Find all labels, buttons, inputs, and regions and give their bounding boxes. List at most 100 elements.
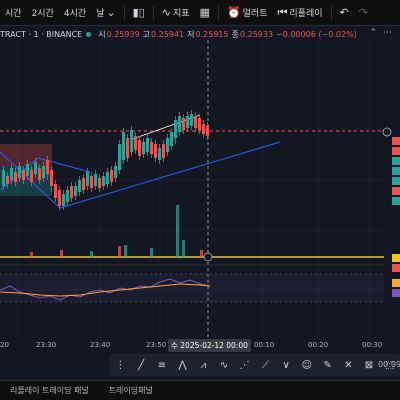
candle-body <box>198 118 201 130</box>
candle-body <box>162 144 165 158</box>
interval-4h-label: 4시간 <box>63 9 87 19</box>
candle-body <box>158 148 161 160</box>
emoji-icon[interactable]: ☺ <box>301 359 313 371</box>
wave-icon[interactable]: ⩘ <box>200 359 207 371</box>
volume-bar <box>176 205 179 257</box>
chevron-up-icon[interactable]: ⌃ <box>369 28 377 38</box>
chart-grid <box>0 40 384 338</box>
interval-day-button[interactable]: 날 ⌄ <box>91 6 121 19</box>
drawing-toolbar: ⋮ ╱ ≡ ⋀ ⩘ ∿ ⋰ ⟋ ∨ ☺ ✎ ✕ ⊠ ⬚ <box>110 354 400 376</box>
price-tag-red <box>392 147 400 155</box>
undo-button[interactable]: ↶ <box>335 6 354 19</box>
price-tag-red <box>392 187 400 195</box>
candle-body <box>110 170 113 182</box>
more-icon[interactable]: ⋯ <box>383 28 392 38</box>
candle-body <box>150 142 153 154</box>
brush-icon[interactable]: ✎ <box>323 359 332 371</box>
replay-icon: ⏮ <box>277 5 288 19</box>
trendline-channel[interactable] <box>129 114 201 141</box>
zoom-icon[interactable]: ∨ <box>282 359 290 371</box>
candle-body <box>146 138 149 152</box>
templates-button[interactable]: ▦ <box>195 6 215 19</box>
volume-bar <box>60 250 63 257</box>
candle-body <box>66 190 69 202</box>
volume-series <box>30 205 203 257</box>
low-value: 0.25915 <box>195 29 229 39</box>
grid-icon: ▦ <box>199 6 210 19</box>
candle-body <box>38 168 41 180</box>
toolbar-divider <box>123 5 125 20</box>
bottom-panel-tabs: 리플레이 트레이딩 패널 트레이딩패널 <box>0 380 400 400</box>
interval-2h-button[interactable]: 2시간 <box>27 6 59 19</box>
candle-body <box>18 166 21 178</box>
pattern-icon[interactable]: ⋀ <box>178 359 187 371</box>
tab-trading-panel[interactable]: 트레이딩패널 <box>108 386 153 395</box>
replay-button[interactable]: ⏮ 리플레이 <box>273 6 328 20</box>
interval-1h-button[interactable]: 시간 <box>0 6 27 19</box>
toolbar-divider <box>152 5 154 20</box>
candle-body <box>102 176 105 186</box>
ruler-icon[interactable]: ⊠ <box>364 359 374 371</box>
candle-body <box>178 116 181 132</box>
alert-button[interactable]: ⏰ 얼러트 <box>222 6 273 19</box>
interval-1h-label: 시간 <box>5 9 22 19</box>
projection-icon[interactable]: ⋰ <box>239 359 250 371</box>
candle-body <box>122 132 125 160</box>
volume-bar <box>30 252 33 257</box>
cursor-icon[interactable]: ⋮ <box>115 359 126 371</box>
market-status-dot <box>86 31 92 37</box>
candle-body <box>86 172 89 186</box>
close-label: 종 <box>231 29 239 39</box>
drawn-rectangle-red[interactable] <box>0 144 52 166</box>
price-chart[interactable] <box>0 40 400 338</box>
close-value: 0.25933 <box>239 29 274 39</box>
candle-body <box>26 164 29 176</box>
candles-icon: ▮▯ <box>132 6 145 19</box>
candlestick-series <box>2 110 209 210</box>
top-toolbar: 시간 2시간 4시간 날 ⌄ ▮▯ ∿ 지표 ▦ ⏰ 얼러트 ⏮ 리플레이 ↶ ↷ <box>0 0 400 26</box>
cycle-icon[interactable]: ∿ <box>219 359 229 371</box>
candle-body <box>6 176 9 184</box>
volume-bar <box>90 251 93 257</box>
redo-button[interactable]: ↷ <box>354 6 373 19</box>
lock-icon[interactable]: ⬚ <box>384 359 395 371</box>
toolbar-divider <box>217 5 219 20</box>
trendline-icon[interactable]: ╱ <box>138 359 145 371</box>
price-tag-green <box>392 157 400 165</box>
chart-type-button[interactable]: ▮▯ <box>128 6 150 19</box>
undo-icon: ↶ <box>339 6 349 19</box>
clock-label: 00:09 <box>378 360 400 369</box>
osc-tag-orange <box>392 279 400 287</box>
candle-body <box>206 126 209 136</box>
candle-body <box>170 132 173 146</box>
candle-body <box>46 160 49 174</box>
add-alert-icon[interactable] <box>382 127 392 137</box>
time-tick: 23:40 <box>90 341 111 349</box>
candle-body <box>190 114 193 126</box>
alarm-icon: ⏰ <box>226 6 241 19</box>
osc-tag-purple <box>392 289 400 297</box>
volume-bar <box>118 246 121 257</box>
interval-4h-button[interactable]: 4시간 <box>59 6 91 19</box>
tab-replay-trading-panel[interactable]: 리플레이 트레이딩 패널 <box>10 386 89 395</box>
symbol-label[interactable]: TRACT · 1 · BINANCE <box>0 29 83 39</box>
replay-label: 리플레이 <box>289 9 323 19</box>
change-value: −0.00006 (−0.02%) <box>276 29 357 39</box>
text-icon[interactable]: ✕ <box>344 359 353 371</box>
indicators-button[interactable]: ∿ 지표 <box>157 6 195 19</box>
candle-body <box>138 140 141 156</box>
oscillator-pane <box>0 264 384 303</box>
measure-icon[interactable]: ⟋ <box>261 359 269 371</box>
high-label: 고 <box>142 29 151 39</box>
trendline-lower[interactable] <box>59 141 281 209</box>
crosshair-marker <box>203 252 213 262</box>
fib-icon[interactable]: ≡ <box>157 359 166 371</box>
candle-body <box>10 168 13 180</box>
legend-buttons: ⌃ ⋯ <box>369 28 392 38</box>
candle-body <box>2 170 5 186</box>
crosshair-time-label: 수 2025-02-12 00:00 <box>168 339 251 352</box>
candle-body <box>30 170 33 182</box>
candle-body <box>22 170 25 180</box>
time-tick: 00:20 <box>308 341 329 349</box>
price-tag-green <box>392 197 400 205</box>
